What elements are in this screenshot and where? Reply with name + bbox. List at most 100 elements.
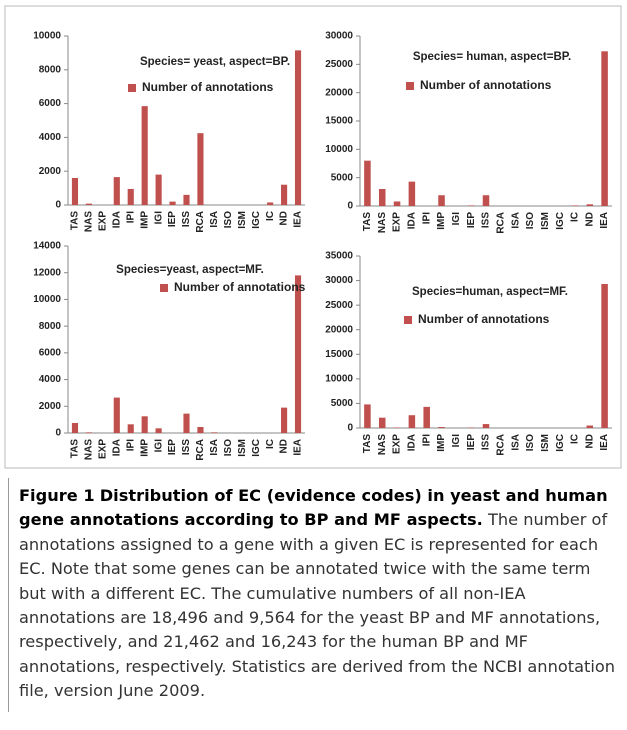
x-tick-label: IDA — [407, 434, 418, 451]
x-tick-label: TAS — [362, 212, 373, 232]
x-tick-label: IC — [570, 212, 581, 222]
x-tick-label: ISO — [525, 212, 536, 229]
y-tick-label: 0 — [55, 428, 61, 439]
x-tick-label: NAS — [377, 434, 388, 455]
bar — [141, 416, 148, 433]
bar — [155, 428, 162, 433]
x-tick-label: ND — [279, 439, 290, 453]
bar — [482, 195, 490, 206]
x-tick-label: IMP — [139, 439, 150, 457]
bar — [482, 424, 490, 428]
x-tick-label: IC — [265, 439, 276, 449]
x-tick-label: ISO — [223, 439, 234, 456]
bar — [183, 413, 190, 433]
x-tick-label: ISO — [223, 211, 234, 228]
x-tick-label: TAS — [70, 439, 81, 459]
x-tick-label: IMP — [436, 212, 447, 230]
bar — [127, 424, 134, 433]
bar — [586, 204, 594, 206]
x-tick-label: IEP — [466, 212, 477, 228]
chart-title: Species= human, aspect=BP. — [413, 51, 571, 63]
x-tick-label: IMP — [139, 211, 150, 229]
x-tick-label: ISM — [540, 434, 551, 452]
bar — [85, 203, 92, 205]
y-tick-label: 0 — [55, 200, 61, 211]
bar — [281, 407, 288, 433]
x-tick-label: ISS — [181, 211, 192, 227]
y-tick-label: 8000 — [39, 321, 62, 332]
x-tick-label: RCA — [495, 212, 506, 234]
x-tick-label: NAS — [377, 212, 388, 233]
legend-swatch — [160, 284, 168, 292]
x-tick-label: IEA — [599, 212, 610, 229]
y-tick-label: 5000 — [331, 172, 354, 183]
chart-title: Species=yeast, aspect=MF. — [116, 264, 264, 276]
caption-text: The number of annotations assigned to a … — [19, 510, 616, 701]
x-tick-label: IEP — [167, 439, 178, 455]
bar — [438, 427, 445, 428]
x-tick-label: IMP — [436, 434, 447, 452]
caption-label: Figure 1 — [19, 486, 95, 505]
legend-label: Number of annotations — [142, 80, 274, 94]
y-tick-label: 30000 — [325, 275, 353, 286]
bar — [113, 397, 120, 433]
y-tick-label: 25000 — [325, 59, 353, 70]
y-tick-label: 6000 — [39, 98, 62, 109]
x-tick-label: ISS — [481, 212, 492, 228]
x-tick-label: IGI — [451, 434, 462, 448]
bar — [127, 188, 134, 205]
x-tick-label: EXP — [97, 211, 108, 231]
legend-swatch — [406, 82, 414, 90]
x-tick-label: ISM — [540, 212, 551, 230]
bar — [438, 195, 445, 206]
x-tick-label: RCA — [195, 439, 206, 461]
bar — [169, 201, 176, 205]
x-tick-label: IGC — [555, 212, 566, 230]
legend-label: Number of annotations — [420, 78, 552, 92]
x-tick-label: RCA — [495, 434, 506, 456]
x-tick-label: EXP — [97, 439, 108, 459]
y-tick-label: 8000 — [39, 64, 62, 75]
y-tick-label: 10000 — [33, 31, 61, 42]
caption: Figure 1 Distribution of EC (evidence co… — [8, 478, 621, 712]
bar — [183, 194, 190, 205]
x-tick-label: IEP — [466, 434, 477, 450]
bar — [364, 160, 371, 206]
y-tick-label: 2000 — [39, 166, 62, 177]
legend-swatch — [404, 316, 412, 324]
legend-label: Number of annotations — [174, 280, 306, 294]
x-tick-label: TAS — [362, 434, 373, 454]
bar — [211, 432, 218, 433]
y-tick-label: 10000 — [325, 373, 353, 384]
x-tick-label: IPI — [421, 212, 432, 224]
legend-label: Number of annotations — [418, 312, 550, 326]
x-tick-label: TAS — [70, 211, 81, 231]
bar — [601, 284, 608, 428]
x-tick-label: ISS — [181, 439, 192, 455]
x-tick-label: ND — [584, 434, 595, 448]
y-tick-label: 15000 — [325, 116, 353, 127]
x-tick-label: IDA — [407, 212, 418, 229]
x-tick-label: IGC — [251, 439, 262, 457]
bar — [423, 406, 430, 428]
x-tick-label: IC — [570, 434, 581, 444]
x-tick-label: IPI — [125, 211, 136, 223]
figure-frame — [4, 5, 622, 469]
bar — [571, 205, 579, 206]
legend-swatch — [128, 84, 136, 92]
caption-title: Distribution of EC (evidence codes) in y… — [19, 486, 608, 530]
bar — [378, 189, 386, 206]
x-tick-label: IPI — [421, 434, 432, 446]
x-tick-label: IGI — [153, 211, 164, 225]
x-tick-label: ISO — [525, 434, 536, 451]
x-tick-label: ISS — [481, 434, 492, 450]
x-tick-label: ND — [279, 211, 290, 225]
x-tick-label: ISA — [510, 212, 521, 229]
bar — [294, 275, 302, 433]
bar — [378, 417, 386, 428]
x-tick-label: IGI — [451, 212, 462, 226]
x-tick-label: IEA — [293, 439, 304, 456]
x-tick-label: ISA — [209, 439, 220, 456]
x-tick-label: ISA — [209, 211, 220, 228]
